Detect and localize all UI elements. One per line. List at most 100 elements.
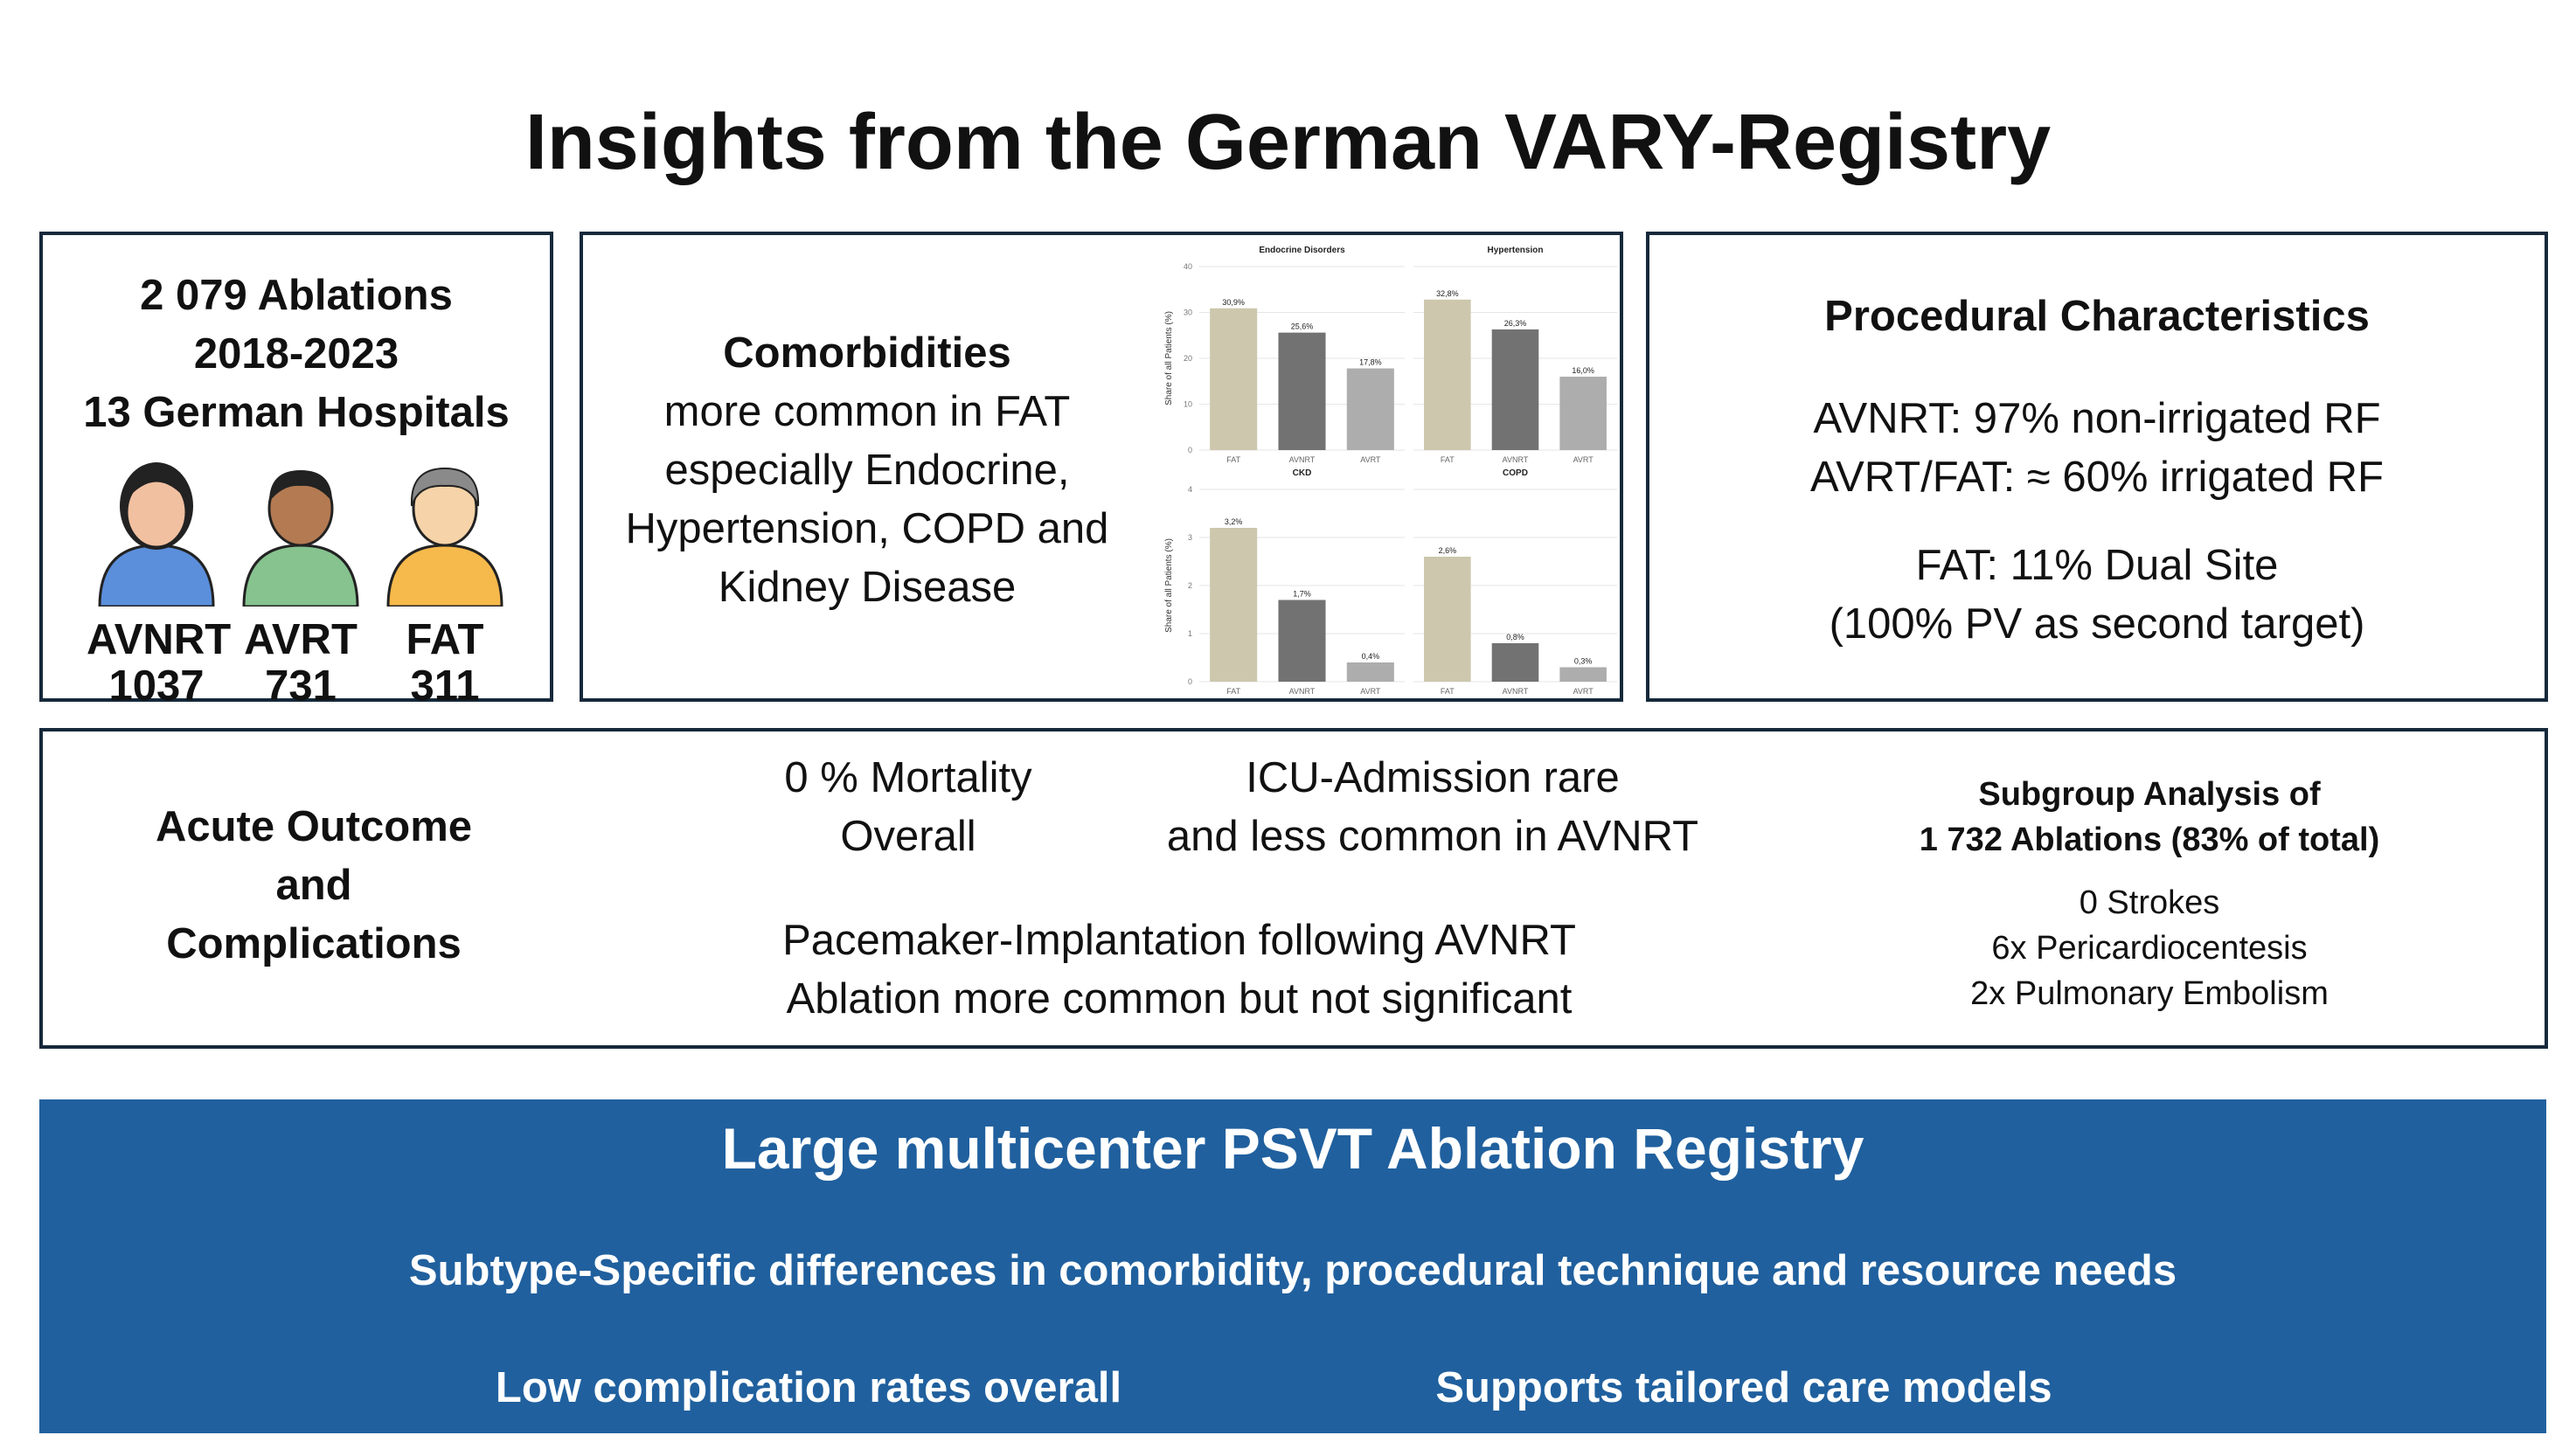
procedural-line: FAT: 11% Dual Site — [1915, 542, 2279, 589]
y-tick-label: 0 — [1188, 446, 1192, 454]
comorbidities-line: especially Endocrine, — [664, 447, 1070, 494]
x-tick-label: AVRT — [1360, 687, 1381, 696]
outcome-heading: Complications — [166, 920, 462, 967]
comorbidities-line: Kidney Disease — [718, 564, 1017, 611]
group-count-avnrt: 1037 — [108, 662, 205, 710]
x-tick-label: AVRT — [1573, 455, 1594, 464]
x-tick-label: AVRT — [1573, 687, 1594, 696]
bar-value-label: 1,7% — [1293, 590, 1311, 599]
bar-avrt — [1346, 662, 1394, 682]
bar-fat — [1424, 557, 1471, 682]
pacemaker-text: Pacemaker-Implantation following AVNRT — [782, 917, 1576, 964]
procedural-panel: Procedural Characteristics AVNRT: 97% no… — [1646, 232, 2548, 702]
bar-value-label: 32,8% — [1436, 289, 1459, 298]
summary-banner: Large multicenter PSVT Ablation Registry… — [39, 1099, 2546, 1433]
outcome-heading: Acute Outcome — [155, 803, 473, 850]
y-tick-label: 3 — [1188, 533, 1192, 542]
bar-value-label: 0,3% — [1574, 657, 1593, 666]
facet-title: Endocrine Disorders — [1259, 246, 1345, 255]
bar-value-label: 30,9% — [1222, 298, 1245, 307]
overview-panel: 2 079 Ablations 2018-2023 13 German Hosp… — [39, 232, 553, 710]
icu-text: and less common in AVNRT — [1166, 813, 1699, 860]
procedural-line: (100% PV as second target) — [1829, 600, 2365, 648]
group-count-fat: 311 — [410, 662, 480, 710]
bar-value-label: 2,6% — [1439, 546, 1457, 555]
comorbidities-heading: Comorbidities — [723, 329, 1011, 377]
banner-right: Supports tailored care models — [1435, 1364, 2052, 1411]
bar-avnrt — [1278, 600, 1326, 682]
hospitals-count: 13 German Hospitals — [83, 389, 510, 436]
bar-avrt — [1559, 667, 1607, 682]
bar-value-label: 26,3% — [1504, 319, 1527, 328]
bar-fat — [1424, 299, 1471, 450]
bar-value-label: 17,8% — [1359, 358, 1382, 367]
subgroup-item: 2x Pulmonary Embolism — [1970, 975, 2329, 1012]
y-tick-label: 1 — [1188, 629, 1192, 638]
outcome-heading: and — [275, 862, 352, 909]
y-tick-label: 20 — [1184, 354, 1192, 363]
avatar-fat-icon — [386, 467, 503, 607]
avatar-avrt-icon — [242, 470, 359, 607]
x-tick-label: FAT — [1226, 455, 1240, 464]
x-tick-label: AVNRT — [1503, 455, 1529, 464]
ablations-count: 2 079 Ablations — [140, 272, 453, 319]
group-count-avrt: 731 — [265, 662, 337, 710]
group-label-avrt: AVRT — [244, 616, 358, 663]
page-title: Insights from the German VARY-Registry — [524, 99, 2052, 186]
y-axis-label: Share of all Patients (%) — [1164, 311, 1174, 406]
mortality-text: 0 % Mortality — [784, 754, 1032, 801]
subgroup-heading: Subgroup Analysis of — [1978, 776, 2321, 813]
x-tick-label: AVNRT — [1289, 687, 1316, 696]
bar-avnrt — [1491, 329, 1539, 450]
comorbidities-panel: Comorbidities more common in FAT especia… — [580, 232, 1623, 702]
bar-avnrt — [1491, 643, 1539, 682]
y-tick-label: 2 — [1188, 581, 1192, 590]
procedural-line: AVNRT: 97% non-irrigated RF — [1813, 395, 2381, 442]
banner-line: Subtype-Specific differences in comorbid… — [408, 1247, 2177, 1294]
x-tick-label: AVNRT — [1503, 687, 1529, 696]
comorbidities-line: more common in FAT — [663, 388, 1071, 435]
group-label-fat: FAT — [406, 616, 484, 663]
icu-text: ICU-Admission rare — [1246, 754, 1620, 801]
subgroup-heading: 1 732 Ablations (83% of total) — [1919, 822, 2380, 858]
group-label-avnrt: AVNRT — [87, 616, 232, 663]
bar-avnrt — [1278, 332, 1326, 450]
x-tick-label: AVNRT — [1289, 455, 1316, 464]
y-tick-label: 10 — [1184, 400, 1192, 409]
comorbidities-line: Hypertension, COPD and — [625, 505, 1109, 552]
facet-title: Hypertension — [1488, 246, 1544, 255]
y-axis-label: Share of all Patients (%) — [1164, 538, 1174, 633]
subgroup-item: 0 Strokes — [2079, 884, 2220, 921]
bar-value-label: 3,2% — [1225, 517, 1243, 526]
bar-fat — [1210, 308, 1258, 450]
y-tick-label: 0 — [1188, 677, 1192, 686]
facet-title: COPD — [1503, 468, 1528, 478]
bar-fat — [1210, 528, 1258, 682]
procedural-heading: Procedural Characteristics — [1824, 293, 2370, 340]
bar-value-label: 0,4% — [1362, 652, 1380, 661]
y-tick-label: 30 — [1184, 309, 1192, 317]
x-tick-label: AVRT — [1360, 455, 1381, 464]
patient-avatars — [98, 462, 503, 607]
x-tick-label: FAT — [1441, 455, 1455, 464]
mortality-text: Overall — [840, 813, 976, 860]
banner-title: Large multicenter PSVT Ablation Registry — [721, 1116, 1864, 1181]
subgroup-item: 6x Pericardiocentesis — [1991, 930, 2308, 967]
x-tick-label: FAT — [1441, 687, 1455, 696]
banner-left: Low complication rates overall — [495, 1364, 1122, 1411]
bar-avrt — [1346, 368, 1394, 450]
bar-value-label: 16,0% — [1572, 366, 1594, 375]
bar-value-label: 25,6% — [1291, 322, 1314, 331]
pacemaker-text: Ablation more common but not significant — [786, 975, 1573, 1023]
year-range: 2018-2023 — [193, 330, 399, 378]
y-tick-label: 4 — [1188, 485, 1192, 494]
x-tick-label: FAT — [1226, 687, 1240, 696]
y-tick-label: 40 — [1184, 262, 1192, 271]
avatar-avnrt-icon — [98, 462, 215, 607]
bar-avrt — [1559, 377, 1607, 450]
procedural-line: AVRT/FAT: ≈ 60% irrigated RF — [1810, 454, 2384, 501]
outcome-panel: Acute Outcome and Complications 0 % Mort… — [39, 728, 2548, 1049]
bar-value-label: 0,8% — [1506, 633, 1524, 641]
facet-title: CKD — [1293, 468, 1312, 478]
